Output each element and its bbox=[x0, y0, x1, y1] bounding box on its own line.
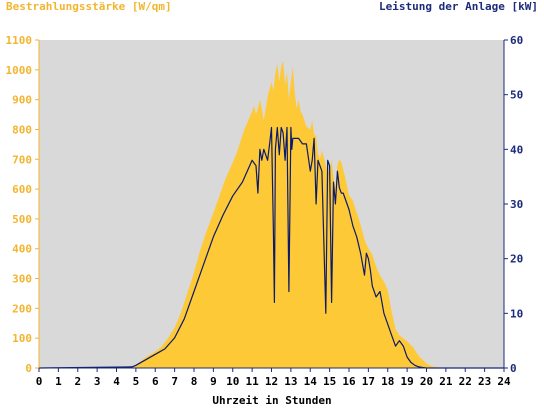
left-axis-title: Bestrahlungsstärke [W/qm] bbox=[6, 0, 172, 13]
irradiance-area bbox=[39, 60, 504, 369]
left-tick-label: 200 bbox=[12, 302, 32, 315]
right-tick-label: 40 bbox=[510, 143, 523, 156]
power-line-layer bbox=[38, 126, 504, 369]
x-tick-label: 21 bbox=[439, 375, 453, 388]
right-tick-label: 0 bbox=[510, 362, 517, 375]
left-tick-label: 1100 bbox=[6, 34, 33, 47]
left-tick-label: 700 bbox=[12, 153, 32, 166]
left-tick-label: 600 bbox=[12, 183, 32, 196]
x-tick-label: 17 bbox=[362, 375, 375, 388]
x-tick-label: 7 bbox=[171, 375, 178, 388]
right-tick-label: 10 bbox=[510, 307, 523, 320]
x-tick-label: 15 bbox=[323, 375, 336, 388]
left-tick-label: 500 bbox=[12, 213, 32, 226]
left-tick-label: 300 bbox=[12, 273, 32, 286]
x-tick-label: 16 bbox=[342, 375, 356, 388]
x-axis-title: Uhrzeit in Stunden bbox=[212, 394, 332, 407]
right-tick-label: 60 bbox=[510, 34, 523, 47]
right-tick-label: 50 bbox=[510, 89, 523, 102]
x-tick-label: 5 bbox=[133, 375, 140, 388]
x-tick-label: 4 bbox=[113, 375, 120, 388]
right-tick-label: 20 bbox=[510, 253, 523, 266]
x-tick-label: 23 bbox=[478, 375, 491, 388]
left-tick-label: 1000 bbox=[6, 64, 33, 77]
right-tick-label: 30 bbox=[510, 198, 523, 211]
axes-layer: 0100200300400500600700800900100011000102… bbox=[6, 34, 524, 388]
x-tick-label: 24 bbox=[497, 375, 511, 388]
x-tick-label: 14 bbox=[304, 375, 318, 388]
x-tick-label: 20 bbox=[420, 375, 433, 388]
left-tick-label: 100 bbox=[12, 332, 32, 345]
x-tick-label: 22 bbox=[459, 375, 472, 388]
x-tick-label: 0 bbox=[36, 375, 43, 388]
x-tick-label: 12 bbox=[265, 375, 278, 388]
x-tick-label: 9 bbox=[210, 375, 217, 388]
left-tick-label: 400 bbox=[12, 243, 32, 256]
x-tick-label: 13 bbox=[284, 375, 297, 388]
x-tick-label: 18 bbox=[381, 375, 394, 388]
x-tick-label: 2 bbox=[74, 375, 81, 388]
x-tick-label: 1 bbox=[55, 375, 62, 388]
x-tick-label: 8 bbox=[191, 375, 198, 388]
left-tick-label: 900 bbox=[12, 94, 32, 107]
left-tick-label: 0 bbox=[25, 362, 32, 375]
x-tick-label: 3 bbox=[94, 375, 101, 388]
power-line bbox=[38, 126, 504, 369]
x-tick-label: 19 bbox=[401, 375, 414, 388]
irradiance-area-layer bbox=[39, 60, 504, 369]
left-tick-label: 800 bbox=[12, 123, 32, 136]
x-tick-label: 10 bbox=[226, 375, 239, 388]
x-tick-label: 6 bbox=[152, 375, 159, 388]
x-tick-label: 11 bbox=[246, 375, 260, 388]
right-axis-title: Leistung der Anlage [kW] bbox=[379, 0, 538, 13]
